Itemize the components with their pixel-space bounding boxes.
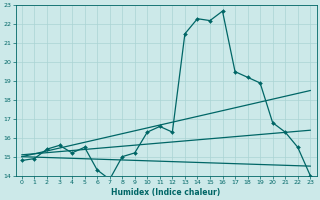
X-axis label: Humidex (Indice chaleur): Humidex (Indice chaleur): [111, 188, 221, 197]
